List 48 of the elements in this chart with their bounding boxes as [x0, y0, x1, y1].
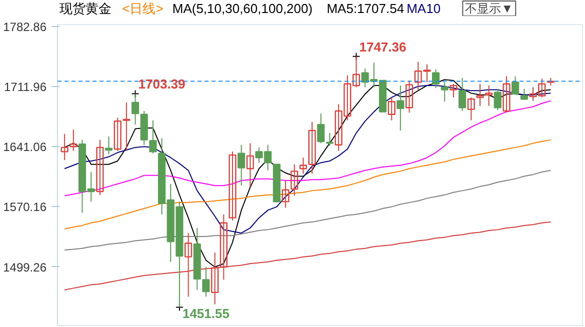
- candlestick: [502, 76, 510, 112]
- candlestick: [388, 96, 396, 121]
- candlestick: [467, 96, 475, 121]
- candlestick: [96, 139, 104, 196]
- candlestick: [282, 180, 290, 208]
- line-series: [64, 170, 552, 251]
- candlestick: [228, 151, 236, 221]
- candlestick: [450, 83, 458, 98]
- text: 不显示▼: [465, 2, 514, 16]
- candlestick: [246, 142, 254, 187]
- line-series: [64, 100, 552, 196]
- candlestick: [432, 68, 440, 89]
- candlestick: [202, 266, 210, 298]
- candlestick: [512, 76, 520, 95]
- chart-subtitle: <日线>: [122, 1, 164, 16]
- candlestick: [520, 88, 528, 100]
- candlestick: [476, 83, 484, 106]
- chart-title: 现货黄金: [59, 1, 112, 16]
- candlestick: [440, 82, 448, 102]
- candlestick: [458, 77, 466, 112]
- candlestick: [308, 122, 316, 174]
- candlestick: [405, 80, 414, 114]
- candlestick: [70, 129, 78, 152]
- candlestick: [326, 132, 334, 146]
- legend-title: MA(5,10,30,60,100,200): [172, 1, 313, 16]
- candlestick: [494, 88, 502, 111]
- candlestick: [238, 144, 246, 186]
- candlestick: [299, 157, 307, 174]
- candlestick: [396, 85, 404, 131]
- candlestick: [60, 133, 68, 161]
- y-tick-label: 1641.06: [3, 140, 47, 154]
- y-tick-label: 1570.16: [3, 200, 47, 214]
- annotation: 1451.55: [182, 306, 230, 322]
- y-tick-label: 1711.96: [4, 80, 47, 94]
- y-tick-label: 1499.26: [3, 260, 47, 274]
- candlestick: [485, 85, 493, 106]
- line-series: [64, 139, 552, 230]
- candlestick: [290, 164, 298, 196]
- candlestick: [104, 136, 113, 155]
- candlestick: [114, 117, 122, 152]
- candlestick: [149, 120, 157, 154]
- candlestick: [122, 102, 130, 152]
- y-tick-label: 1782.86: [3, 20, 47, 34]
- text: MA5:1707.54: [326, 1, 404, 16]
- candlestick: [317, 113, 325, 144]
- annotation: 1747.36: [359, 39, 406, 54]
- annotation: 1703.39: [138, 76, 186, 92]
- text: MA10: [406, 1, 441, 16]
